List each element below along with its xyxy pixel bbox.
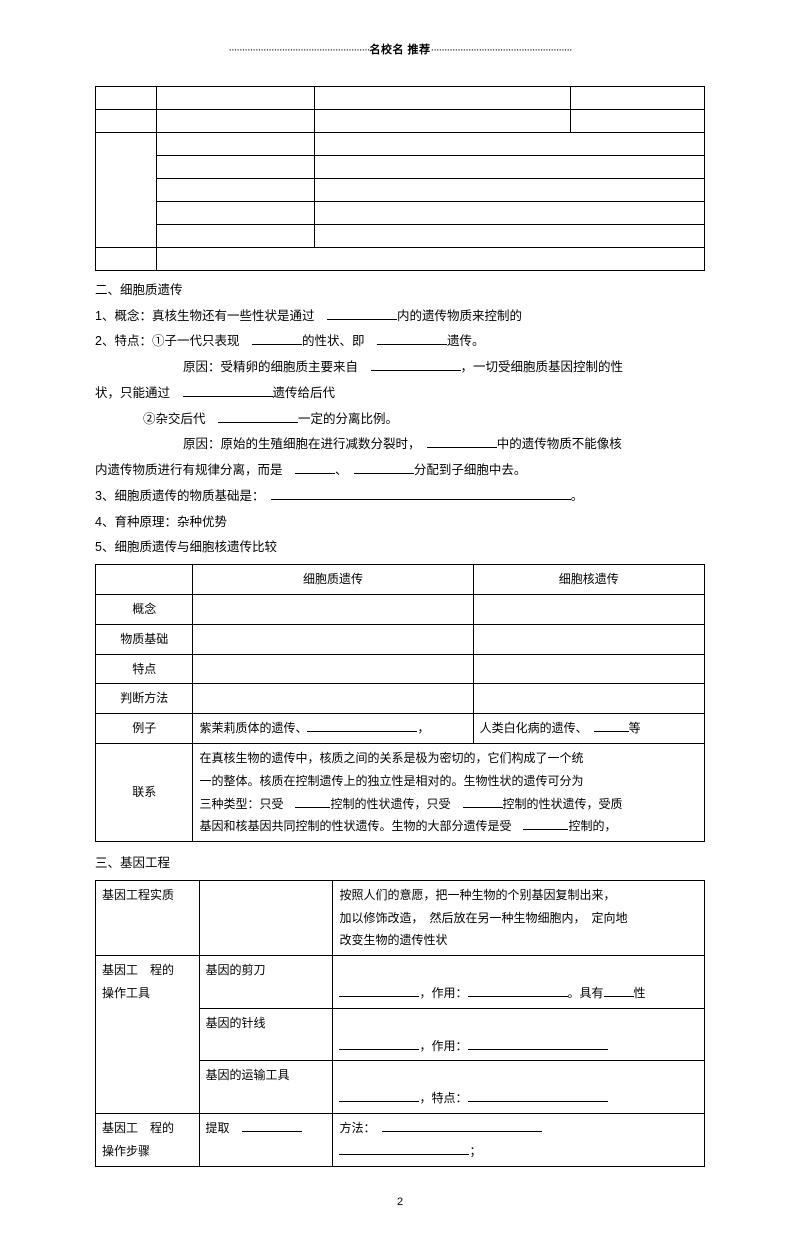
cell-transport: 基因的运输工具: [199, 1061, 333, 1114]
gene-eng-table: 基因工程实质 按照人们的意愿，把一种生物的个别基因复制出来， 加以修饰改造， 然…: [95, 880, 705, 1167]
cell-extract: 提取: [199, 1114, 333, 1167]
cell-tools: 基因工 程的操作工具: [96, 956, 200, 1114]
s2-line10: 5、细胞质遗传与细胞核遗传比较: [95, 536, 705, 560]
row-method: 判断方法: [96, 684, 193, 714]
top-empty-table: [95, 86, 705, 271]
s2-line2: 2、特点：①子一代只表现 的性状、即 遗传。: [95, 330, 705, 354]
cell-essence-desc: 按照人们的意愿，把一种生物的个别基因复制出来， 加以修饰改造， 然后放在另一种生…: [333, 880, 705, 955]
cell-essence: 基因工程实质: [96, 880, 200, 955]
section3-title: 三、基因工程: [95, 852, 705, 876]
page-header: ········································…: [95, 40, 705, 61]
section2-title: 二、细胞质遗传: [95, 279, 705, 303]
cell-scissors-desc: ，作用：。具有性: [333, 956, 705, 1009]
row-feature: 特点: [96, 654, 193, 684]
s2-line3: 原因：受精卵的细胞质主要来自 ，一切受细胞质基因控制的性: [95, 356, 705, 380]
cell-example-cyto: 紫茉莉质体的遗传、，: [193, 714, 473, 744]
cell-scissors: 基因的剪刀: [199, 956, 333, 1009]
cell-relation: 在真核生物的遗传中，核质之间的关系是极为密切的，它们构成了一个统 一的整体。核质…: [193, 743, 705, 841]
page-number: 2: [95, 1192, 705, 1213]
th-cytoplasm: 细胞质遗传: [193, 565, 473, 595]
s2-line5: ②杂交后代 一定的分离比例。: [95, 408, 705, 432]
header-title: 名校名 推荐: [369, 44, 430, 56]
cell-needle-desc: ，作用：: [333, 1008, 705, 1061]
cell-extract-desc: 方法： ；: [333, 1114, 705, 1167]
s2-line4: 状，只能通过 遗传给后代: [95, 382, 705, 406]
s2-line9: 4、育种原理：杂种优势: [95, 511, 705, 535]
cell-steps: 基因工 程的操作步骤: [96, 1114, 200, 1167]
s2-line6: 原因：原始的生殖细胞在进行减数分裂时， 中的遗传物质不能像核: [95, 433, 705, 457]
cell-example-nuc: 人类白化病的遗传、 等: [473, 714, 704, 744]
row-example: 例子: [96, 714, 193, 744]
row-concept: 概念: [96, 594, 193, 624]
s2-line7: 内遗传物质进行有规律分离，而是 、 分配到子细胞中去。: [95, 459, 705, 483]
cell-needle: 基因的针线: [199, 1008, 333, 1061]
cell-transport-desc: ，特点：: [333, 1061, 705, 1114]
comparison-table: 细胞质遗传细胞核遗传 概念 物质基础 特点 判断方法 例子 紫茉莉质体的遗传、，…: [95, 564, 705, 842]
s2-line1: 1、概念：真核生物还有一些性状是通过 内的遗传物质来控制的: [95, 305, 705, 329]
row-basis: 物质基础: [96, 624, 193, 654]
s2-line8: 3、细胞质遗传的物质基础是： 。: [95, 485, 705, 509]
th-nucleus: 细胞核遗传: [473, 565, 704, 595]
row-relation: 联系: [96, 743, 193, 841]
